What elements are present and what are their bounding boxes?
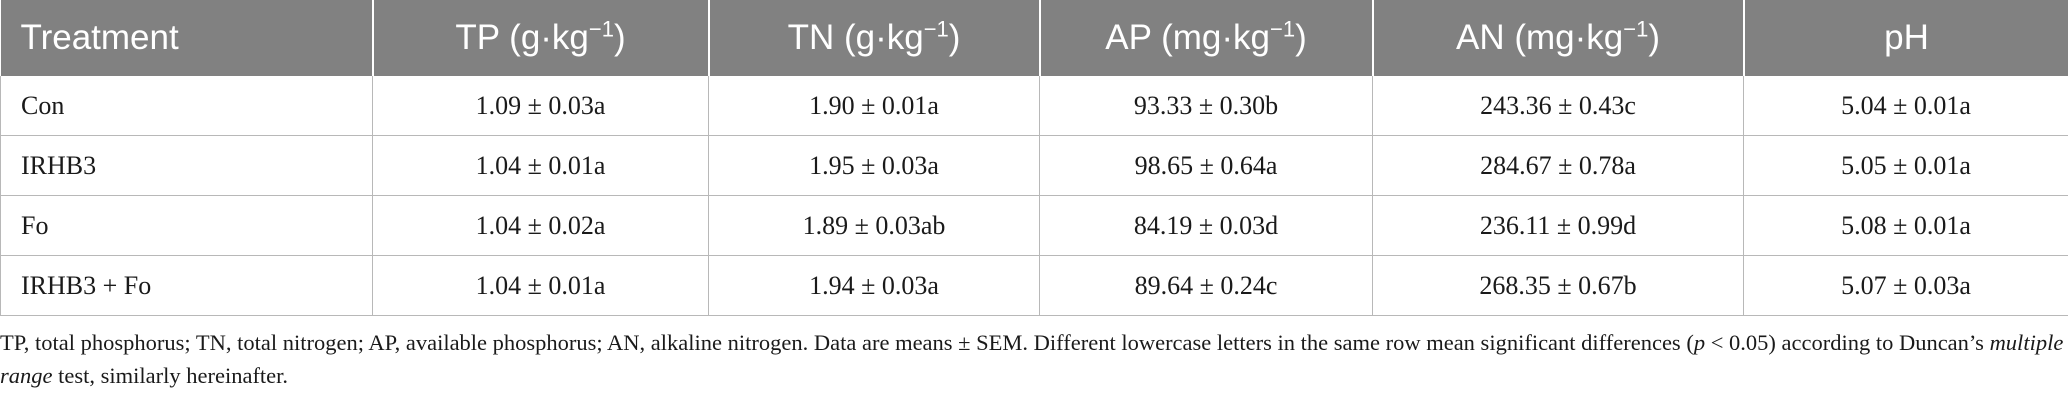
- cell-tp: 1.04 ± 0.02a: [372, 195, 709, 256]
- table-row: IRHB3 1.04 ± 0.01a 1.95 ± 0.03a 98.65 ± …: [0, 135, 2068, 196]
- header-tp: TP (g·kg−1): [372, 0, 710, 76]
- footnote-italic-term: multiple range: [0, 330, 2064, 388]
- soil-properties-table: Treatment TP (g·kg−1) TN (g·kg−1) AP (mg…: [0, 0, 2068, 316]
- cell-treatment: IRHB3 + Fo: [0, 255, 373, 316]
- table-row: Fo 1.04 ± 0.02a 1.89 ± 0.03ab 84.19 ± 0.…: [0, 195, 2068, 256]
- header-an: AN (mg·kg−1): [1372, 0, 1745, 76]
- header-treatment: Treatment: [0, 0, 374, 76]
- cell-treatment: IRHB3: [0, 135, 373, 196]
- cell-an: 284.67 ± 0.78a: [1372, 135, 1744, 196]
- cell-ph: 5.08 ± 0.01a: [1743, 195, 2068, 256]
- cell-ph: 5.04 ± 0.01a: [1743, 76, 2068, 136]
- cell-ph: 5.07 ± 0.03a: [1743, 255, 2068, 316]
- cell-an: 243.36 ± 0.43c: [1372, 76, 1744, 136]
- cell-ap: 84.19 ± 0.03d: [1039, 195, 1373, 256]
- footnote-p-italic: p: [1693, 330, 1706, 355]
- cell-treatment: Con: [0, 76, 373, 136]
- cell-ap: 93.33 ± 0.30b: [1039, 76, 1373, 136]
- cell-ap: 98.65 ± 0.64a: [1039, 135, 1373, 196]
- cell-tp: 1.09 ± 0.03a: [372, 76, 709, 136]
- cell-tn: 1.90 ± 0.01a: [708, 76, 1040, 136]
- table-header-row: Treatment TP (g·kg−1) TN (g·kg−1) AP (mg…: [0, 0, 2068, 76]
- cell-ph: 5.05 ± 0.01a: [1743, 135, 2068, 196]
- cell-tn: 1.94 ± 0.03a: [708, 255, 1040, 316]
- table-footnote: TP, total phosphorus; TN, total nitrogen…: [0, 330, 2064, 388]
- table-row: Con 1.09 ± 0.03a 1.90 ± 0.01a 93.33 ± 0.…: [0, 76, 2068, 136]
- header-tn: TN (g·kg−1): [708, 0, 1041, 76]
- header-ph: pH: [1743, 0, 2068, 76]
- cell-tp: 1.04 ± 0.01a: [372, 255, 709, 316]
- cell-tp: 1.04 ± 0.01a: [372, 135, 709, 196]
- cell-an: 268.35 ± 0.67b: [1372, 255, 1744, 316]
- cell-tn: 1.95 ± 0.03a: [708, 135, 1040, 196]
- table-row: IRHB3 + Fo 1.04 ± 0.01a 1.94 ± 0.03a 89.…: [0, 255, 2068, 316]
- header-ap: AP (mg·kg−1): [1039, 0, 1374, 76]
- cell-ap: 89.64 ± 0.24c: [1039, 255, 1373, 316]
- cell-tn: 1.89 ± 0.03ab: [708, 195, 1040, 256]
- cell-an: 236.11 ± 0.99d: [1372, 195, 1744, 256]
- table-figure: Treatment TP (g·kg−1) TN (g·kg−1) AP (mg…: [0, 0, 2068, 388]
- cell-treatment: Fo: [0, 195, 373, 256]
